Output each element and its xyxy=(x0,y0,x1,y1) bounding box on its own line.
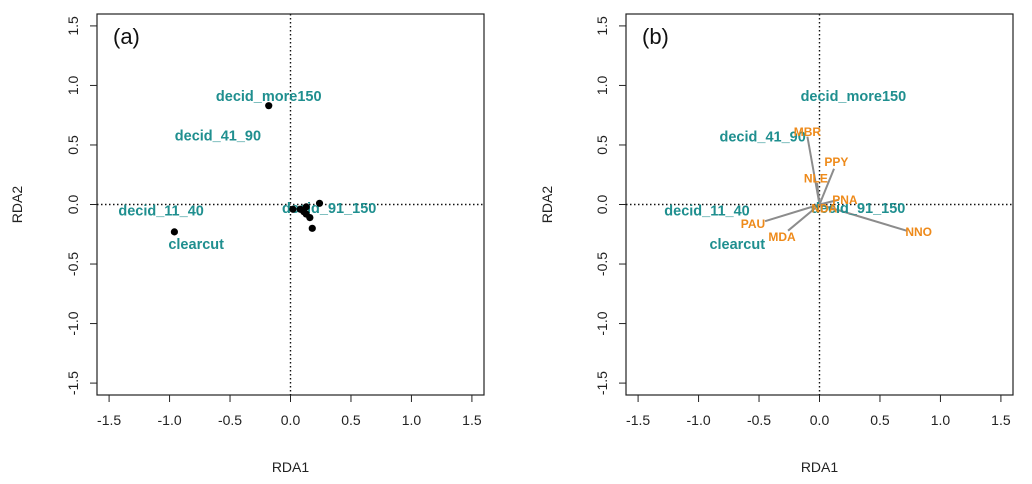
panel-a-rda-scatter: -1.5 -1.0 -0.5 0.0 0.5 1.0 1.5 -1.5 -1.0 -0.5 0.0 0… xyxy=(9,13,485,475)
site-point xyxy=(315,199,324,207)
site-label: decid_more150 xyxy=(801,89,907,105)
site-label: decid_41_90 xyxy=(175,128,261,144)
species-label: PNA xyxy=(832,193,858,207)
species-vector-ppy xyxy=(818,168,835,205)
y-tick-label: -1.5 xyxy=(65,371,81,395)
site-label: decid_91_150 xyxy=(811,201,905,217)
x-tick-label: 1.0 xyxy=(402,412,422,428)
site-point xyxy=(306,213,314,222)
species-label: NDA xyxy=(811,201,837,215)
x-tick-label: -1.0 xyxy=(687,412,711,428)
y-tick-label: -1.0 xyxy=(65,311,81,335)
species-label: MDA xyxy=(768,230,796,244)
y-tick-label: -0.5 xyxy=(594,252,610,276)
panel-label: (a) xyxy=(113,24,140,49)
species-vector-pau xyxy=(764,203,820,223)
x-axis-label: RDA1 xyxy=(272,459,310,475)
x-tick-label: -0.5 xyxy=(218,412,242,428)
site-point xyxy=(289,205,297,213)
species-label: NNO xyxy=(905,225,932,239)
species-vector-nno xyxy=(819,203,907,232)
y-tick-label: -1.5 xyxy=(594,371,610,395)
site-label: decid_11_40 xyxy=(664,203,749,219)
x-tick-label: 0.0 xyxy=(810,412,830,428)
site-label: decid_41_90 xyxy=(720,130,806,146)
species-label: MBR xyxy=(794,125,822,139)
panel-label: (b) xyxy=(642,24,669,49)
species-label: PAU xyxy=(741,217,765,231)
y-tick-label: 0.0 xyxy=(594,195,610,215)
species-vector-pna xyxy=(819,198,840,206)
y-axis-label: RDA2 xyxy=(9,186,25,224)
x-tick-label: 0.5 xyxy=(341,412,361,428)
x-tick-label: 0.0 xyxy=(281,412,301,428)
x-tick-label: -1.5 xyxy=(626,412,650,428)
y-tick-label: 1.5 xyxy=(65,16,81,36)
y-tick-label: 1.0 xyxy=(65,75,81,95)
y-tick-label: 0.0 xyxy=(65,195,81,215)
x-tick-label: -1.0 xyxy=(158,412,182,428)
y-tick-label: 0.5 xyxy=(594,135,610,155)
species-label: NLE xyxy=(804,172,828,186)
x-tick-label: 1.0 xyxy=(931,412,951,428)
y-tick-label: 1.5 xyxy=(594,16,610,36)
x-tick-label: -1.5 xyxy=(97,412,121,428)
site-point xyxy=(308,224,316,232)
site-label: decid_11_40 xyxy=(118,203,203,219)
species-vector-mda xyxy=(787,203,821,232)
y-tick-label: 1.0 xyxy=(594,75,610,95)
site-point xyxy=(300,208,308,216)
y-tick-label: -0.5 xyxy=(65,252,81,276)
y-tick-label: -1.0 xyxy=(594,311,610,335)
x-tick-label: 0.5 xyxy=(870,412,890,428)
y-tick-label: 0.5 xyxy=(65,135,81,155)
x-tick-label: 1.5 xyxy=(991,412,1011,428)
site-label: decid_more150 xyxy=(216,89,322,105)
x-axis-label: RDA1 xyxy=(801,459,839,475)
site-label: clearcut xyxy=(709,237,765,253)
species-vector-nle xyxy=(816,182,821,205)
x-tick-label: -0.5 xyxy=(747,412,771,428)
site-point xyxy=(265,102,273,110)
y-axis-label: RDA2 xyxy=(539,186,555,224)
species-label: PPY xyxy=(824,155,848,169)
panel-b-rda-biplot: -1.5 -1.0 -0.5 0.0 0.5 1.0 1.5 -1.5 -1.0 -0.5 0.0 0… xyxy=(539,13,1014,475)
site-point xyxy=(170,228,178,236)
x-tick-label: 1.5 xyxy=(462,412,482,428)
site-label: clearcut xyxy=(168,237,224,253)
